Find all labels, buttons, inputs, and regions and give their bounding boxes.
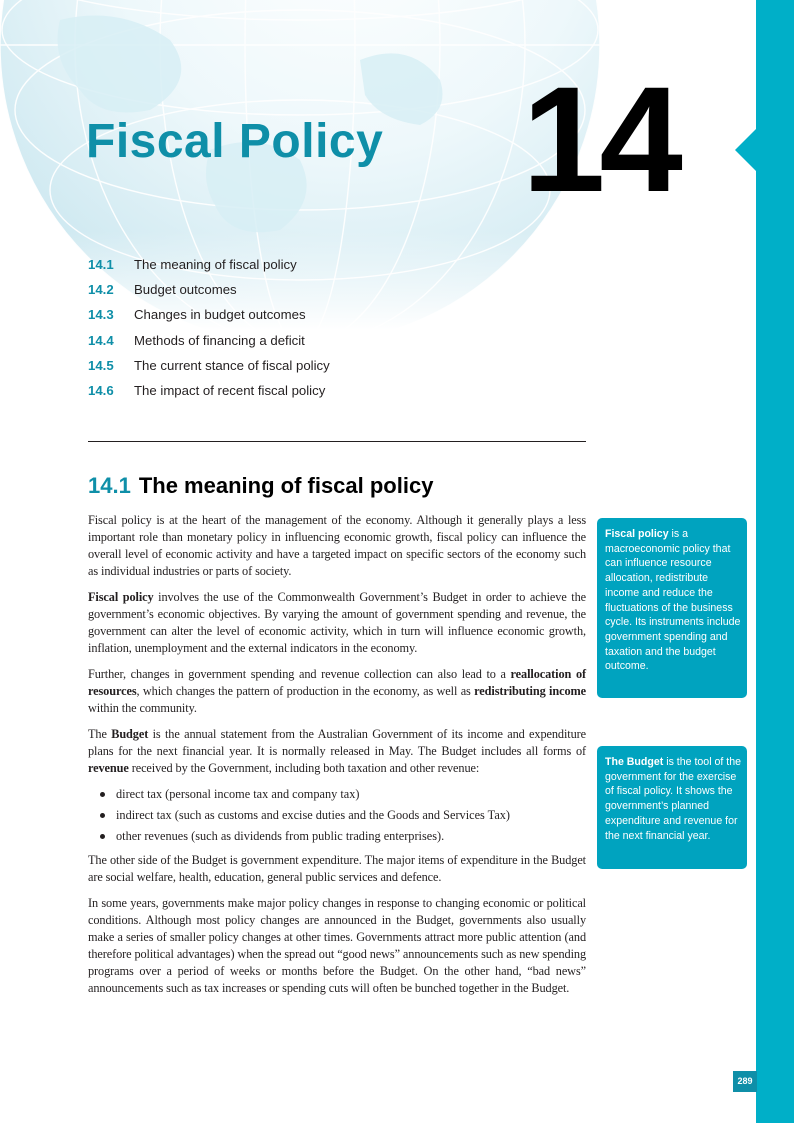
revenue-list: direct tax (personal income tax and comp… <box>88 784 586 847</box>
paragraph: The other side of the Budget is governme… <box>88 853 586 884</box>
definition-text: is a macroeconomic policy that can influ… <box>605 528 741 673</box>
list-item: other revenues (such as dividends from p… <box>100 826 586 847</box>
page-number: 289 <box>733 1071 757 1092</box>
key-term: revenue <box>88 761 129 775</box>
toc-item[interactable]: 14.3 Changes in budget outcomes <box>88 306 330 331</box>
toc-label: Changes in budget outcomes <box>134 307 306 323</box>
toc-number: 14.5 <box>88 357 114 373</box>
toc-number: 14.4 <box>88 332 114 348</box>
paragraph: In some years, governments make major po… <box>88 896 586 995</box>
section-title: The meaning of fiscal policy <box>138 473 434 498</box>
toc-item[interactable]: 14.2 Budget outcomes <box>88 281 330 306</box>
definition-box-budget: The Budget is the tool of the government… <box>597 746 747 869</box>
toc-item[interactable]: 14.5 The current stance of fiscal policy <box>88 357 330 382</box>
toc-label: The meaning of fiscal policy <box>134 257 297 272</box>
section-heading: 14.1 The meaning of fiscal policy <box>88 473 433 499</box>
definition-term: Fiscal policy <box>605 528 669 540</box>
side-bar-notch <box>735 128 757 172</box>
definition-box-fiscal-policy: Fiscal policy is a macroeconomic policy … <box>597 518 747 698</box>
chapter-title: Fiscal Policy <box>86 115 384 168</box>
list-item: indirect tax (such as customs and excise… <box>100 805 586 826</box>
definition-term: The Budget <box>605 756 664 768</box>
paragraph: Further, changes in government spending … <box>88 667 587 715</box>
key-term: Budget <box>111 727 149 741</box>
paragraph: Fiscal policy is at the heart of the man… <box>88 513 586 578</box>
body-text: Fiscal policy is at the heart of the man… <box>88 512 586 1006</box>
key-term: reallocation of resources <box>88 667 586 698</box>
toc-item[interactable]: 14.1 The meaning of fiscal policy <box>88 256 330 281</box>
chapter-contents: 14.1 The meaning of fiscal policy 14.2 Bud… <box>88 256 330 407</box>
toc-number: 14.2 <box>88 282 114 298</box>
toc-label: The current stance of fiscal policy <box>134 357 330 373</box>
toc-number: 14.3 <box>88 307 114 323</box>
section-number: 14.1 <box>88 473 131 498</box>
toc-label: Methods of financing a deficit <box>134 332 305 348</box>
key-term: Fiscal policy <box>88 590 154 604</box>
toc-number: 14.1 <box>88 257 114 272</box>
divider <box>88 441 586 442</box>
key-term: redistributing income <box>474 684 587 698</box>
right-side-bar <box>756 0 794 1123</box>
toc-label: The impact of recent fiscal policy <box>134 382 326 398</box>
toc-item[interactable]: 14.4 Methods of financing a deficit <box>88 332 330 357</box>
definition-text: is the tool of the government for the ex… <box>605 756 742 842</box>
paragraph: The Budget is the annual statement from … <box>88 727 586 775</box>
toc-number: 14.6 <box>88 382 114 398</box>
globe-graphic <box>0 0 760 330</box>
list-item: direct tax (personal income tax and comp… <box>100 784 586 805</box>
toc-label: Budget outcomes <box>134 282 237 298</box>
chapter-number: 14 <box>522 55 683 223</box>
toc-item[interactable]: 14.6 The impact of recent fiscal policy <box>88 382 330 407</box>
paragraph: Fiscal policy involves the use of the Co… <box>88 590 586 655</box>
